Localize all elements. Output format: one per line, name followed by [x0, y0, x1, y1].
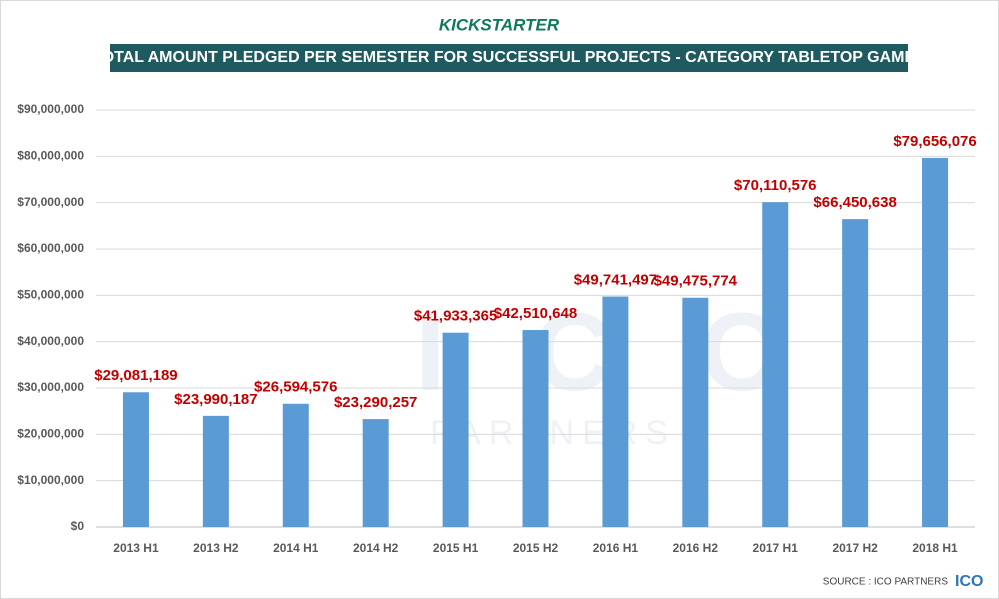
- value-label: $66,450,638: [813, 194, 896, 211]
- chart-title: TOTAL AMOUNT PLEDGED PER SEMESTER FOR SU…: [92, 49, 926, 66]
- x-tick-label: 2018 H1: [912, 541, 958, 555]
- bar: [762, 202, 789, 527]
- bar: [282, 403, 309, 527]
- y-tick-label: $30,000,000: [17, 380, 84, 394]
- value-label: $41,933,365: [414, 308, 497, 325]
- x-tick-label: 2017 H2: [832, 541, 878, 555]
- y-tick-label: $20,000,000: [17, 427, 84, 441]
- logo: ICO: [955, 573, 983, 590]
- brand: KICKSTARTER: [439, 15, 560, 34]
- x-tick-label: 2013 H2: [193, 541, 239, 555]
- y-tick-label: $60,000,000: [17, 241, 84, 255]
- x-tick-label: 2013 H1: [113, 541, 159, 555]
- bar: [442, 332, 469, 527]
- y-tick-label: $40,000,000: [17, 334, 84, 348]
- bar: [922, 157, 949, 527]
- value-label: $26,594,576: [254, 379, 337, 396]
- bar: [362, 419, 389, 527]
- value-label: $42,510,648: [494, 305, 577, 322]
- value-label: $29,081,189: [94, 367, 177, 384]
- bar: [522, 330, 549, 527]
- value-label: $79,656,076: [893, 133, 976, 150]
- value-label: $49,741,497: [574, 271, 657, 288]
- bar: [682, 297, 709, 527]
- bar: [122, 392, 149, 527]
- value-label: $23,290,257: [334, 394, 417, 411]
- y-tick-label: $0: [71, 519, 85, 533]
- bar: [602, 296, 629, 527]
- x-tick-label: 2016 H2: [673, 541, 719, 555]
- y-tick-label: $90,000,000: [17, 102, 84, 116]
- x-tick-label: 2016 H1: [593, 541, 639, 555]
- bar: [842, 219, 869, 527]
- x-tick-label: 2014 H2: [353, 541, 399, 555]
- title-box: [110, 44, 908, 72]
- x-tick-label: 2014 H1: [273, 541, 319, 555]
- value-label: $23,990,187: [174, 391, 257, 408]
- x-tick-label: 2015 H2: [513, 541, 559, 555]
- y-tick-label: $70,000,000: [17, 195, 84, 209]
- y-tick-label: $80,000,000: [17, 149, 84, 163]
- x-tick-label: 2017 H1: [753, 541, 799, 555]
- x-tick-label: 2015 H1: [433, 541, 479, 555]
- bar: [202, 415, 229, 527]
- y-tick-label: $10,000,000: [17, 473, 84, 487]
- source: SOURCE : ICO PARTNERS: [823, 577, 949, 588]
- value-label: $70,110,576: [734, 177, 817, 194]
- value-label: $49,475,774: [654, 273, 738, 290]
- y-tick-label: $50,000,000: [17, 288, 84, 302]
